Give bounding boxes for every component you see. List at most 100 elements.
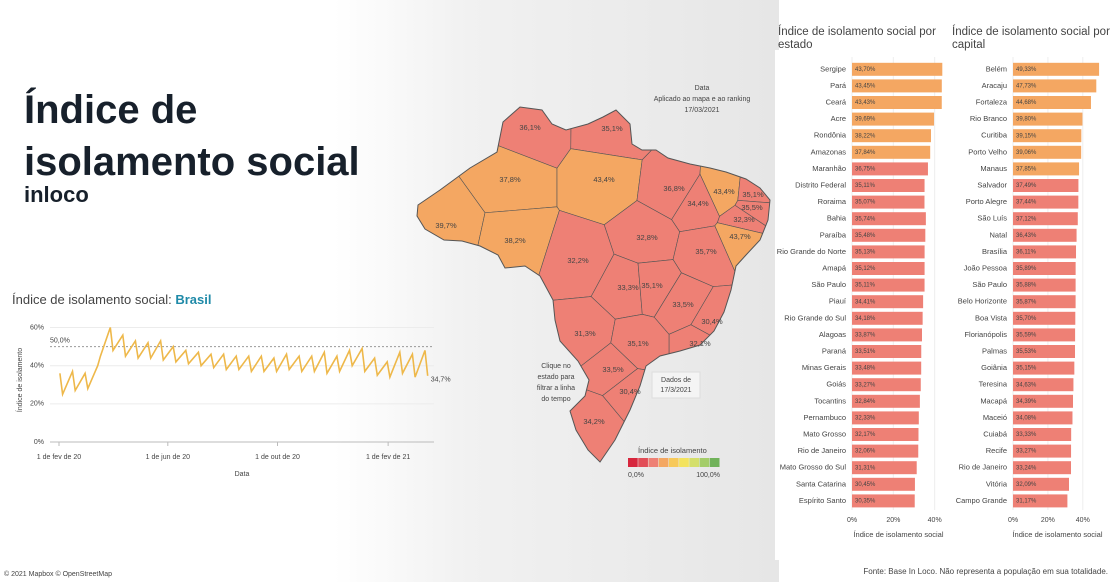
category-label: João Pessoa <box>964 263 1008 272</box>
value-label: 33,33% <box>1016 432 1037 438</box>
bar[interactable] <box>852 162 928 176</box>
bar[interactable] <box>852 96 942 109</box>
x-tick-label: 40% <box>928 517 942 524</box>
value-label: 35,07% <box>855 200 876 206</box>
bar[interactable] <box>1013 477 1070 491</box>
bar[interactable] <box>1013 179 1079 192</box>
bar[interactable] <box>1013 212 1078 226</box>
bar[interactable] <box>1013 361 1075 375</box>
state-region[interactable] <box>425 296 616 396</box>
value-label: 30,35% <box>855 498 876 504</box>
category-label: Espírito Santo <box>799 496 846 505</box>
bar[interactable] <box>1013 96 1091 109</box>
bar[interactable] <box>852 228 926 242</box>
bar[interactable] <box>852 494 915 508</box>
bar[interactable] <box>852 262 925 275</box>
bar[interactable] <box>1013 444 1072 458</box>
bar[interactable] <box>1013 461 1072 475</box>
state-value-label: 35,1% <box>742 190 764 199</box>
value-label: 30,45% <box>855 482 876 488</box>
state-value-label: 35,7% <box>695 247 717 256</box>
bar[interactable] <box>852 179 925 192</box>
bar[interactable] <box>852 79 942 93</box>
bar[interactable] <box>852 444 919 458</box>
bar[interactable] <box>1013 62 1100 76</box>
bar[interactable] <box>852 112 935 126</box>
category-label: Belo Horizonte <box>958 297 1007 306</box>
bar[interactable] <box>852 62 943 76</box>
bar[interactable] <box>852 477 915 491</box>
value-label: 32,33% <box>855 415 876 421</box>
bar[interactable] <box>1013 245 1077 259</box>
value-label: 32,17% <box>855 432 876 438</box>
legend-tick-label: 0,0% <box>628 472 644 479</box>
bar[interactable] <box>852 278 925 292</box>
state-value-label: 32,3% <box>733 215 755 224</box>
legend-swatch <box>638 458 648 467</box>
bar[interactable] <box>1013 129 1082 143</box>
state-value-label: 35,1% <box>641 281 663 290</box>
ranking-title: Índice de isolamento social por capital <box>952 25 1110 51</box>
category-label: Natal <box>989 230 1007 239</box>
category-label: Paraíba <box>820 230 847 239</box>
bar[interactable] <box>1013 311 1076 325</box>
bar[interactable] <box>1013 228 1077 242</box>
bar[interactable] <box>852 378 921 392</box>
value-label: 34,39% <box>1016 399 1037 405</box>
bar[interactable] <box>852 311 923 325</box>
state-value-label: 32,2% <box>567 256 589 265</box>
bar[interactable] <box>1013 278 1076 292</box>
page-title: Índice de isolamento social <box>24 88 360 184</box>
category-label: Curitiba <box>981 131 1008 140</box>
bar[interactable] <box>852 345 922 358</box>
legend-swatch <box>658 458 669 467</box>
bar[interactable] <box>852 394 920 408</box>
y-tick-label: 0% <box>34 439 44 446</box>
category-label: Amazonas <box>811 147 847 156</box>
value-label: 36,43% <box>1016 233 1037 239</box>
value-label: 35,53% <box>1016 349 1037 355</box>
bar[interactable] <box>1013 494 1068 508</box>
click-hint: do tempo <box>541 396 570 403</box>
bar[interactable] <box>1013 112 1083 126</box>
legend-tick-label: 100,0% <box>696 472 720 479</box>
category-label: Bahia <box>827 214 847 223</box>
x-tick-label: 20% <box>886 517 900 524</box>
value-label: 34,41% <box>855 299 876 305</box>
state-value-label: 43,4% <box>593 175 615 184</box>
state-value-label: 43,7% <box>729 232 751 241</box>
bar[interactable] <box>852 411 919 425</box>
bar[interactable] <box>1013 345 1076 358</box>
bar[interactable] <box>1013 328 1076 342</box>
date-note-box <box>651 371 701 399</box>
value-label: 39,80% <box>1016 117 1037 123</box>
bar[interactable] <box>1013 411 1073 425</box>
bar[interactable] <box>852 129 931 143</box>
bar[interactable] <box>852 361 922 375</box>
bar[interactable] <box>852 195 925 209</box>
bar[interactable] <box>852 328 922 342</box>
state-region[interactable] <box>387 90 572 169</box>
category-label: Porto Alegre <box>966 197 1007 206</box>
bar[interactable] <box>1013 195 1079 209</box>
bar[interactable] <box>852 145 931 159</box>
bar[interactable] <box>852 212 926 226</box>
bar[interactable] <box>1013 378 1074 392</box>
bar[interactable] <box>1013 295 1076 309</box>
bar[interactable] <box>1013 262 1076 275</box>
bar[interactable] <box>1013 162 1080 176</box>
bar[interactable] <box>1013 394 1074 408</box>
category-label: Roraima <box>818 197 847 206</box>
bar[interactable] <box>852 428 919 441</box>
bar[interactable] <box>1013 145 1082 159</box>
category-label: Paraná <box>822 346 847 355</box>
bar[interactable] <box>1013 79 1097 93</box>
bar[interactable] <box>1013 428 1072 441</box>
state-value-label: 33,5% <box>672 300 694 309</box>
bar[interactable] <box>852 461 917 475</box>
category-label: Minas Gerais <box>802 363 846 372</box>
value-label: 39,69% <box>855 117 876 123</box>
bar[interactable] <box>852 245 925 259</box>
x-tick-label: 0% <box>1008 517 1018 524</box>
bar[interactable] <box>852 295 924 309</box>
